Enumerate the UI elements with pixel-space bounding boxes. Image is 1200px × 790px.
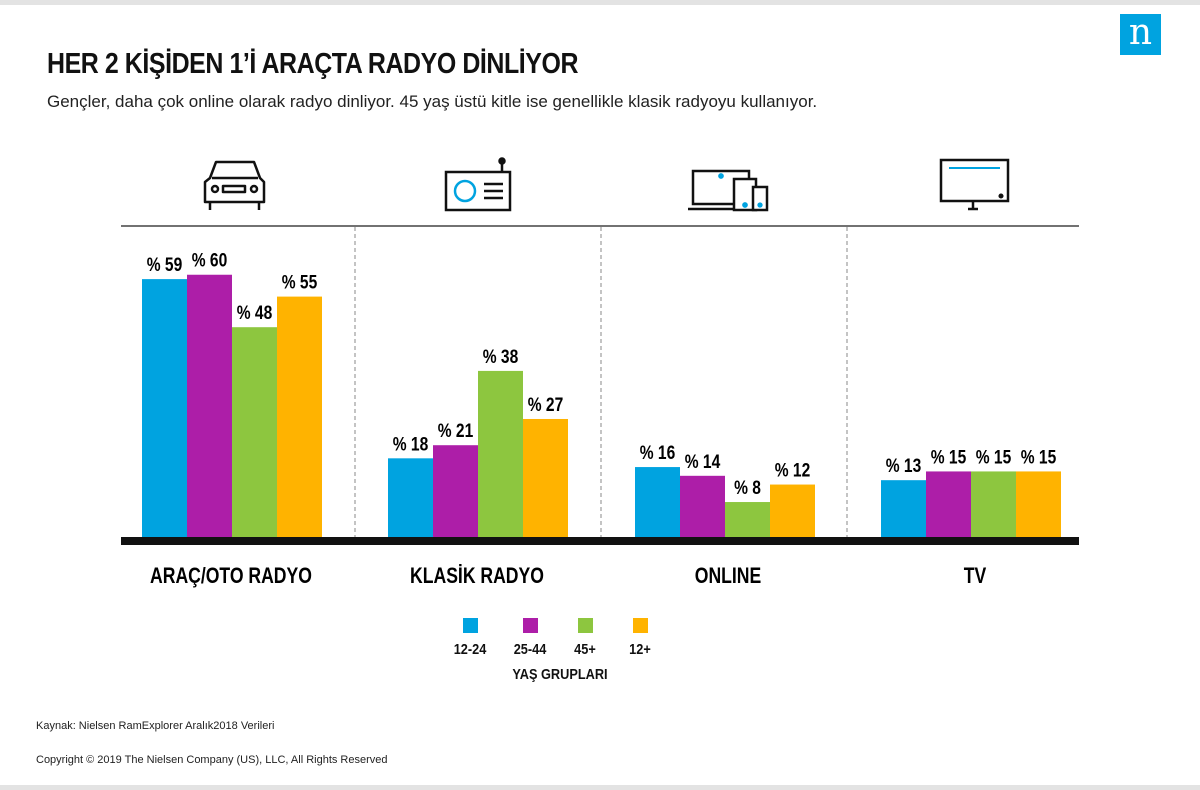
- bar: [433, 445, 478, 537]
- legend-swatch: [577, 618, 593, 633]
- bar: [926, 471, 971, 537]
- bar: [971, 471, 1016, 537]
- baseline: [121, 537, 1079, 545]
- legend-title: YAŞ GRUPLARI: [512, 666, 608, 683]
- legend-swatch: [632, 618, 648, 633]
- legend-item: 12+: [610, 618, 670, 658]
- car-icon: [203, 160, 266, 210]
- legend: 12-24 25-44 45+ 12+ YAŞ GRUPLARI: [440, 618, 680, 688]
- category-label: TV: [964, 564, 987, 588]
- bar: [232, 327, 277, 537]
- data-label: % 38: [483, 345, 519, 367]
- legend-swatch: [462, 618, 478, 633]
- legend-item: 12-24: [440, 618, 500, 658]
- data-label: % 59: [147, 254, 183, 276]
- bar: [187, 274, 232, 537]
- category-label: ARAÇ/OTO RADYO: [150, 564, 312, 588]
- devices-icon: [688, 169, 769, 212]
- data-label: % 12: [775, 459, 810, 481]
- bar: [635, 467, 680, 537]
- bar: [881, 480, 926, 537]
- legend-label: 25-44: [513, 641, 547, 658]
- bottom-border: [0, 785, 1200, 790]
- data-label: % 15: [976, 446, 1012, 468]
- data-label: % 55: [282, 271, 318, 293]
- source-note: Kaynak: Nielsen RamExplorer Aralık2018 V…: [36, 720, 275, 732]
- data-label: % 13: [886, 455, 922, 477]
- legend-label: 12+: [629, 641, 651, 658]
- data-label: % 48: [237, 302, 273, 324]
- bar: [388, 458, 433, 537]
- bar: [680, 475, 725, 537]
- data-label: % 16: [640, 442, 676, 464]
- data-label: % 27: [528, 393, 563, 415]
- radio-icon: [444, 157, 512, 212]
- bar: [523, 418, 568, 537]
- data-label: % 14: [685, 450, 721, 472]
- data-label: % 60: [192, 249, 227, 271]
- bar: [725, 502, 770, 537]
- data-label: % 15: [931, 446, 967, 468]
- bar: [770, 484, 815, 537]
- data-label: % 18: [393, 433, 429, 455]
- bar: [277, 296, 322, 537]
- data-label: % 21: [438, 420, 474, 442]
- legend-item: 25-44: [500, 618, 560, 658]
- nielsen-logo: n: [1120, 14, 1161, 55]
- top-border: [0, 0, 1200, 5]
- page-title: HER 2 KİŞİDEN 1’İ ARAÇTA RADYO DİNLİYOR: [47, 48, 579, 80]
- legend-swatch: [522, 618, 538, 633]
- bar: [142, 279, 187, 537]
- legend-item: 45+: [555, 618, 615, 658]
- legend-label: 45+: [574, 641, 596, 658]
- data-label: % 8: [734, 477, 761, 499]
- copyright-note: Copyright © 2019 The Nielsen Company (US…: [36, 754, 388, 766]
- category-label: KLASİK RADYO: [410, 563, 544, 588]
- data-label: % 15: [1021, 446, 1057, 468]
- legend-label: 12-24: [453, 641, 487, 658]
- bar: [1016, 471, 1061, 537]
- page-subtitle: Gençler, daha çok online olarak radyo di…: [47, 92, 818, 111]
- tv-icon: [939, 158, 1010, 211]
- bar: [478, 370, 523, 537]
- category-label: ONLINE: [695, 564, 761, 588]
